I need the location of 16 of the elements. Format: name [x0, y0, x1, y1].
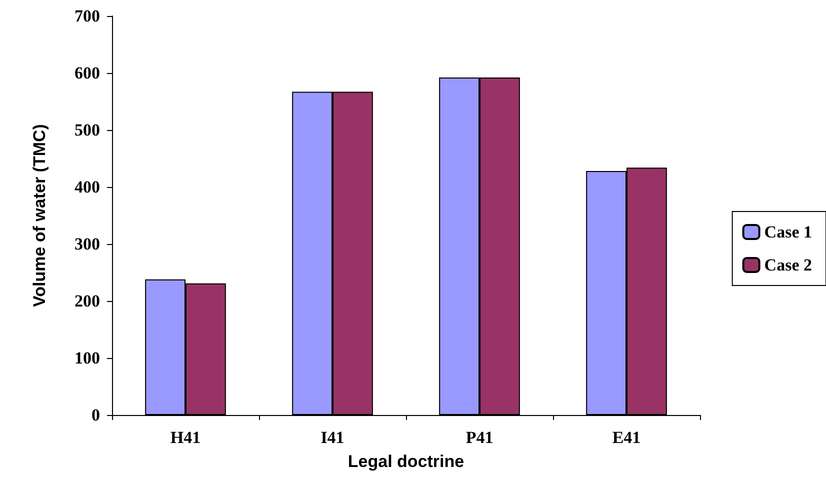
- y-axis-title: Volume of water (TMC): [30, 124, 49, 307]
- x-tick-label: E41: [612, 428, 641, 447]
- y-tick-label: 100: [74, 348, 100, 368]
- y-tick-label: 300: [74, 234, 100, 254]
- legend-label: Case 2: [764, 256, 812, 274]
- y-tick-label: 200: [74, 292, 100, 310]
- y-tick-label: 600: [74, 64, 100, 82]
- x-tick-label: P41: [466, 428, 494, 447]
- y-tick-label: 700: [74, 6, 100, 26]
- y-tick-label: 400: [74, 178, 100, 196]
- x-tick-label: H41: [170, 428, 201, 447]
- y-tick-label: 500: [74, 120, 100, 140]
- x-tick-label: I41: [320, 428, 344, 447]
- x-axis-title: Legal doctrine: [348, 452, 464, 471]
- y-tick-label: 0: [92, 406, 100, 424]
- legend-label: Case 1: [764, 222, 812, 242]
